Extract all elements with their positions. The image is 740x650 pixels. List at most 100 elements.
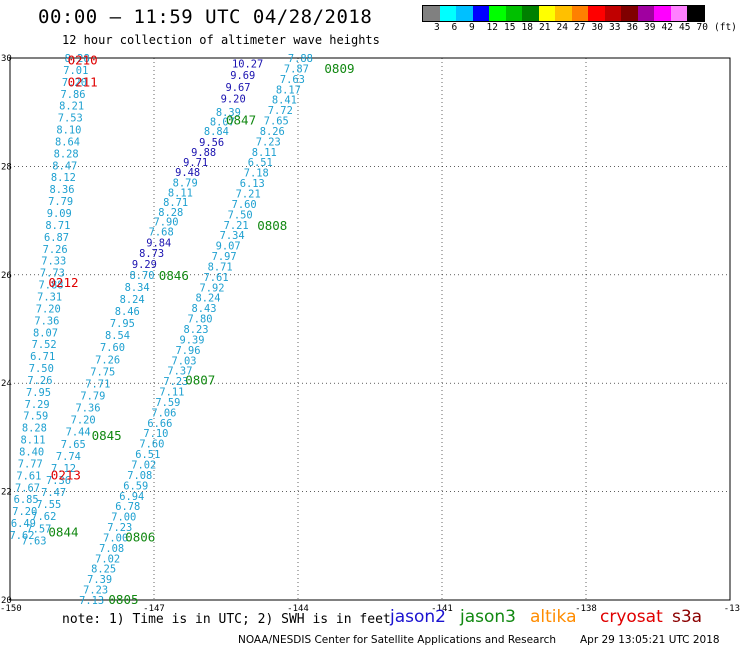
- wave-height-value: 7.20: [71, 415, 96, 427]
- wave-height-value: 7.08: [127, 470, 152, 482]
- wave-height-value: 7.34: [220, 230, 245, 242]
- lon-tick-label: -141: [431, 604, 453, 614]
- wave-height-value: 7.65: [61, 439, 86, 451]
- legend-swatch: [423, 6, 440, 21]
- wave-height-value: 7.92: [200, 282, 225, 294]
- wave-height-value: 7.74: [56, 451, 81, 463]
- wave-height-value: 8.11: [21, 435, 46, 447]
- wave-height-value: 7.55: [36, 499, 61, 511]
- wave-height-value: 7.02: [131, 460, 156, 472]
- satellite-jason3: jason3: [460, 607, 516, 627]
- wave-height-value: 7.33: [41, 256, 66, 268]
- legend-label: 21: [539, 22, 551, 33]
- wave-height-value: 7.10: [143, 428, 168, 440]
- legend-label: 3: [434, 22, 440, 33]
- satellite-cryosat: cryosat: [600, 607, 663, 627]
- wave-height-value: 7.31: [37, 291, 62, 303]
- wave-height-value: 7.65: [264, 116, 289, 128]
- legend-label: 33: [609, 22, 621, 33]
- wave-height-value: 7.18: [244, 168, 269, 180]
- wave-height-value: 7.00: [111, 512, 136, 524]
- legend-swatch: [654, 6, 671, 21]
- wave-height-value: 7.26: [95, 354, 120, 366]
- wave-height-value: 8.07: [33, 327, 58, 339]
- wave-height-value: 7.29: [25, 399, 50, 411]
- color-scale-legend: [422, 5, 705, 22]
- wave-height-value: 8.28: [22, 423, 47, 435]
- wave-height-value: 7.21: [224, 220, 249, 232]
- wave-height-value: 8.23: [183, 324, 208, 336]
- lon-tick-label: -144: [287, 604, 309, 614]
- wave-height-value: 7.62: [31, 511, 56, 523]
- legend-swatch: [538, 6, 555, 21]
- chart-subtitle: 12 hour collection of altimeter wave hei…: [62, 33, 380, 47]
- wave-height-value: 7.79: [48, 196, 73, 208]
- wave-height-value: 9.88: [191, 147, 216, 159]
- lon-tick-label: -138: [575, 604, 597, 614]
- legend-swatch: [621, 6, 638, 21]
- wave-height-value: 7.26: [43, 244, 68, 256]
- wave-height-value: 6.66: [147, 418, 172, 430]
- wave-height-value: 7.01: [63, 65, 88, 77]
- wave-height-value: 8.71: [208, 261, 233, 273]
- wave-height-value: 6.51: [135, 449, 160, 461]
- legend-swatch: [489, 6, 506, 21]
- pass-time-label: 0847: [226, 112, 256, 127]
- wave-height-value: 8.84: [204, 126, 229, 138]
- wave-height-value: 6.85: [14, 494, 39, 506]
- wave-height-value: 7.61: [16, 470, 41, 482]
- wave-height-value: 7.23: [256, 136, 281, 148]
- wave-height-value: 7.96: [175, 345, 200, 357]
- wave-height-value: 8.70: [129, 270, 154, 282]
- wave-height-value: 7.77: [18, 458, 43, 470]
- wave-height-value: 7.00: [103, 532, 128, 544]
- wave-height-value: 7.13: [79, 595, 104, 607]
- wave-height-value: 7.72: [268, 105, 293, 117]
- legend-label: 36: [626, 22, 638, 33]
- wave-height-value: 7.44: [66, 427, 91, 439]
- satellite-jason2: jason2: [390, 607, 446, 627]
- wave-height-value: 9.67: [225, 82, 250, 94]
- map-frame: [9, 57, 731, 601]
- lat-tick-label: 20: [1, 596, 12, 606]
- wave-height-value: 7.61: [204, 272, 229, 284]
- wave-height-value: 8.21: [59, 101, 84, 113]
- wave-height-value: 8.46: [115, 306, 140, 318]
- wave-height-value: 8.11: [252, 147, 277, 159]
- wave-height-value: 6.13: [240, 178, 265, 190]
- lat-tick-label: 24: [1, 379, 12, 389]
- wave-height-value: 8.47: [52, 160, 77, 172]
- legend-label: 9: [469, 22, 475, 33]
- wave-height-value: 7.86: [61, 89, 86, 101]
- legend-label: 18: [521, 22, 533, 33]
- wave-height-value: 7.60: [139, 439, 164, 451]
- wave-height-value: 9.69: [230, 70, 255, 82]
- wave-height-value: 8.64: [55, 136, 80, 148]
- wave-height-value: 7.90: [153, 217, 178, 229]
- wave-height-value: 8.71: [45, 220, 70, 232]
- wave-height-value: 7.50: [29, 363, 54, 375]
- legend-swatch: [555, 6, 572, 21]
- wave-height-value: 7.87: [284, 63, 309, 75]
- legend-swatch: [604, 6, 621, 21]
- wave-height-value: 8.26: [260, 126, 285, 138]
- wave-height-value: 8.41: [272, 95, 297, 107]
- wave-height-value: 6.51: [248, 157, 273, 169]
- legend-swatch: [439, 6, 456, 21]
- wave-height-value: 7.67: [15, 482, 40, 494]
- wave-height-value: 7.60: [232, 199, 257, 211]
- pass-time-label: 0844: [48, 524, 78, 539]
- wave-height-value: 7.88: [288, 53, 313, 65]
- wave-height-value: 7.36: [75, 403, 100, 415]
- wave-height-value: 7.73: [40, 268, 65, 280]
- wave-height-value: 8.11: [168, 187, 193, 199]
- wave-height-value: 7.79: [80, 391, 105, 403]
- wave-height-value: 7.95: [26, 387, 51, 399]
- wave-height-value: 9.71: [183, 157, 208, 169]
- wave-height-value: 7.53: [58, 113, 83, 125]
- legend-label: 15: [504, 22, 516, 33]
- chart-title: 00:00 – 11:59 UTC 04/28/2018: [38, 6, 373, 28]
- pass-time-label: 0845: [92, 428, 122, 443]
- wave-height-value: 7.20: [62, 77, 87, 89]
